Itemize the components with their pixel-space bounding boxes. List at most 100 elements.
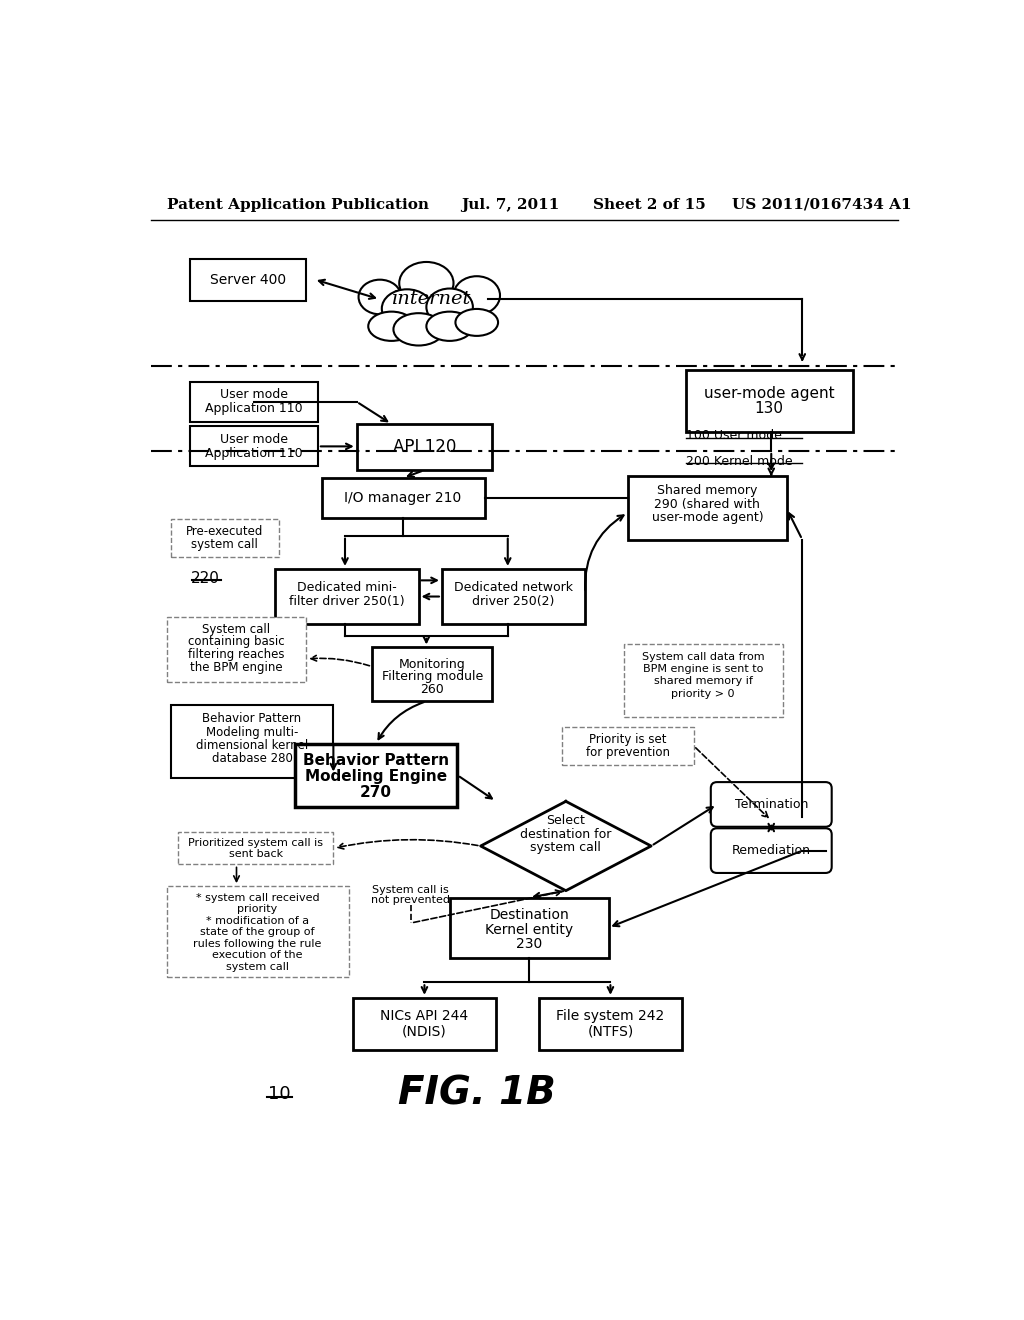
Text: Patent Application Publication: Patent Application Publication <box>167 198 429 211</box>
Text: Sheet 2 of 15: Sheet 2 of 15 <box>593 198 706 211</box>
Text: 220: 220 <box>191 570 220 586</box>
Text: (NTFS): (NTFS) <box>588 1024 634 1039</box>
Bar <box>171 519 280 557</box>
Bar <box>352 998 496 1051</box>
Text: Priority is set: Priority is set <box>589 733 667 746</box>
Text: Application 110: Application 110 <box>205 403 303 416</box>
Bar <box>442 569 586 624</box>
Text: database 280: database 280 <box>212 752 293 766</box>
Text: User mode: User mode <box>220 388 288 401</box>
Bar <box>539 998 682 1051</box>
Text: Select: Select <box>547 814 586 828</box>
Text: FIG. 1B: FIG. 1B <box>398 1074 556 1113</box>
Text: System call: System call <box>203 623 270 636</box>
Text: execution of the: execution of the <box>212 950 303 961</box>
Text: Destination: Destination <box>489 908 569 921</box>
Text: * system call received: * system call received <box>196 894 319 903</box>
Text: Application 110: Application 110 <box>205 446 303 459</box>
Text: system call: system call <box>530 841 601 854</box>
Ellipse shape <box>393 313 443 346</box>
FancyBboxPatch shape <box>711 781 831 826</box>
Text: 290 (shared with: 290 (shared with <box>654 498 760 511</box>
Text: 270: 270 <box>360 784 392 800</box>
Bar <box>624 644 783 717</box>
Text: Remediation: Remediation <box>732 843 811 857</box>
Text: NICs API 244: NICs API 244 <box>380 1010 469 1023</box>
Text: shared memory if: shared memory if <box>653 676 753 686</box>
Text: Dedicated network: Dedicated network <box>454 581 573 594</box>
Text: filtering reaches: filtering reaches <box>188 648 285 661</box>
Bar <box>295 743 458 807</box>
Bar <box>628 477 786 540</box>
Text: dimensional kernel: dimensional kernel <box>196 739 308 752</box>
Text: Filtering module: Filtering module <box>382 671 482 684</box>
Text: sent back: sent back <box>228 850 283 859</box>
Ellipse shape <box>399 261 454 305</box>
Ellipse shape <box>426 312 473 341</box>
Bar <box>178 832 334 865</box>
Ellipse shape <box>382 289 432 327</box>
Text: user-mode agent): user-mode agent) <box>651 511 763 524</box>
Text: I/O manager 210: I/O manager 210 <box>344 491 462 506</box>
Text: rules following the rule: rules following the rule <box>194 939 322 949</box>
Text: Prioritized system call is: Prioritized system call is <box>188 838 324 847</box>
Text: Behavior Pattern: Behavior Pattern <box>303 752 450 768</box>
Text: (NDIS): (NDIS) <box>402 1024 446 1039</box>
Text: API 120: API 120 <box>393 438 456 457</box>
Text: containing basic: containing basic <box>188 635 285 648</box>
FancyBboxPatch shape <box>711 829 831 873</box>
Text: not prevented: not prevented <box>372 895 451 906</box>
Text: the BPM engine: the BPM engine <box>190 661 283 675</box>
Text: US 2011/0167434 A1: US 2011/0167434 A1 <box>732 198 912 211</box>
Text: Termination: Termination <box>734 797 808 810</box>
Polygon shape <box>480 801 651 891</box>
Ellipse shape <box>369 312 415 341</box>
Text: Dedicated mini-: Dedicated mini- <box>297 581 397 594</box>
Text: Kernel entity: Kernel entity <box>485 923 573 937</box>
Text: internet: internet <box>390 290 470 309</box>
Text: 230: 230 <box>516 937 542 950</box>
Text: destination for: destination for <box>520 828 611 841</box>
Ellipse shape <box>426 289 473 326</box>
Text: system call: system call <box>191 537 258 550</box>
Text: Server 400: Server 400 <box>210 273 286 286</box>
Text: Modeling multi-: Modeling multi- <box>206 726 298 739</box>
Text: Shared memory: Shared memory <box>657 483 758 496</box>
Text: 10: 10 <box>268 1085 291 1104</box>
Ellipse shape <box>454 276 500 314</box>
Bar <box>171 705 334 779</box>
Bar <box>450 898 608 958</box>
Text: 130: 130 <box>755 401 783 416</box>
Text: System call data from: System call data from <box>642 652 764 661</box>
Text: Jul. 7, 2011: Jul. 7, 2011 <box>461 198 560 211</box>
Bar <box>190 426 317 466</box>
Text: Pre-executed: Pre-executed <box>186 524 263 537</box>
Bar <box>322 478 484 517</box>
Text: 200 Kernel mode: 200 Kernel mode <box>686 454 793 467</box>
Text: File system 242: File system 242 <box>556 1010 665 1023</box>
Bar <box>562 726 693 766</box>
Text: Monitoring: Monitoring <box>398 657 466 671</box>
Bar <box>167 886 349 977</box>
Text: Modeling Engine: Modeling Engine <box>305 770 447 784</box>
Text: BPM engine is sent to: BPM engine is sent to <box>643 664 763 675</box>
Ellipse shape <box>358 280 401 314</box>
Bar <box>190 259 306 301</box>
Text: 260: 260 <box>420 684 444 696</box>
Bar <box>372 647 493 701</box>
Text: for prevention: for prevention <box>586 746 670 759</box>
Text: System call is: System call is <box>373 884 450 895</box>
Text: 100 User mode: 100 User mode <box>686 429 782 442</box>
Text: state of the group of: state of the group of <box>200 927 314 937</box>
Text: priority > 0: priority > 0 <box>672 689 735 698</box>
Text: * modification of a: * modification of a <box>206 916 309 927</box>
Text: filter driver 250(1): filter driver 250(1) <box>289 594 404 607</box>
Ellipse shape <box>456 309 498 335</box>
Text: driver 250(2): driver 250(2) <box>472 594 555 607</box>
Text: Behavior Pattern: Behavior Pattern <box>203 711 301 725</box>
Bar <box>275 569 419 624</box>
Text: priority: priority <box>238 904 278 915</box>
Text: system call: system call <box>226 962 289 972</box>
Bar <box>356 424 493 470</box>
Bar <box>686 370 853 432</box>
